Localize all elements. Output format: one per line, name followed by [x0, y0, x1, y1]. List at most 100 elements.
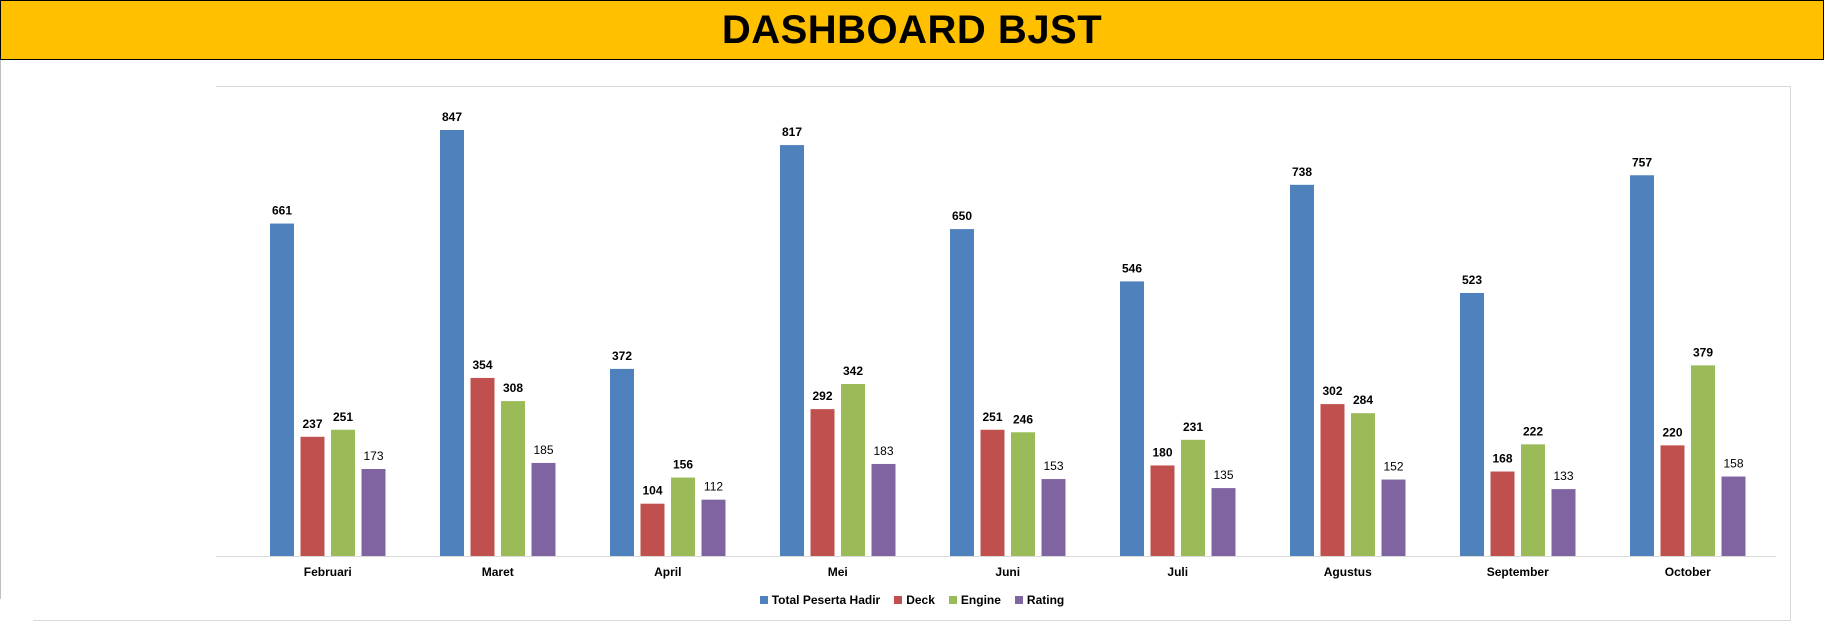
data-label: 251 — [333, 410, 353, 424]
data-label: 135 — [1213, 468, 1233, 482]
bar — [1381, 479, 1406, 556]
data-label: 354 — [472, 358, 492, 372]
bar — [1630, 175, 1654, 557]
legend-label: Deck — [906, 593, 935, 607]
x-tick-label: September — [1487, 565, 1549, 579]
data-label: 372 — [612, 349, 632, 363]
data-label: 231 — [1183, 420, 1203, 434]
data-label: 284 — [1353, 393, 1373, 407]
bar — [440, 130, 464, 556]
x-tick-label: Agustus — [1324, 565, 1372, 579]
chart-frame — [33, 86, 1791, 621]
bar — [780, 145, 804, 556]
bar — [1721, 476, 1746, 556]
data-label: 185 — [533, 443, 553, 457]
bar — [270, 223, 294, 556]
data-label: 158 — [1723, 457, 1743, 471]
data-label: 738 — [1292, 165, 1312, 179]
bar — [950, 229, 974, 556]
data-label: 251 — [982, 410, 1002, 424]
data-label: 302 — [1322, 384, 1342, 398]
x-tick-label: Maret — [482, 565, 514, 579]
bar — [1041, 479, 1066, 556]
bar — [1691, 365, 1715, 556]
data-label: 308 — [503, 381, 523, 395]
bar — [1011, 432, 1035, 556]
legend-item: Engine — [948, 593, 1001, 607]
bar — [1290, 184, 1314, 556]
bar — [1521, 444, 1545, 556]
bar — [841, 383, 865, 556]
data-label: 523 — [1462, 273, 1482, 287]
data-label: 237 — [302, 417, 322, 431]
bar — [1660, 445, 1685, 556]
x-tick-label: Juni — [995, 565, 1020, 579]
data-label: 112 — [704, 480, 723, 494]
x-tick-label: Februari — [304, 565, 352, 579]
data-label: 222 — [1523, 424, 1543, 438]
data-label: 342 — [843, 364, 863, 378]
bar — [701, 499, 726, 556]
bar — [980, 429, 1005, 556]
bar — [1551, 489, 1576, 556]
data-label: 246 — [1013, 412, 1033, 426]
bar-chart: 661 237 251 173 Februari 847 354 308 185 Maret 372… — [216, 110, 1776, 579]
data-label: 546 — [1122, 261, 1142, 275]
legend-label: Rating — [1026, 593, 1065, 607]
data-label: 133 — [1553, 469, 1573, 483]
bar — [361, 468, 386, 556]
bar — [640, 503, 665, 556]
bar — [531, 462, 556, 556]
x-tick-label: October — [1665, 565, 1711, 579]
data-label: 292 — [812, 389, 832, 403]
legend-item: Rating — [1014, 593, 1065, 607]
bar — [610, 368, 634, 556]
bar — [871, 463, 896, 556]
bar — [1460, 292, 1484, 556]
data-label: 180 — [1152, 445, 1172, 459]
legend-item: Deck — [894, 593, 935, 607]
bar — [1320, 404, 1345, 556]
data-label: 173 — [363, 449, 383, 463]
dashboard-header: DASHBOARD BJST — [0, 0, 1824, 60]
bar — [1181, 439, 1205, 556]
chart-legend: Total Peserta Hadir Deck Engine Rating — [0, 593, 1824, 607]
data-label: 183 — [873, 444, 893, 458]
x-tick-label: April — [654, 565, 681, 579]
bar — [300, 436, 325, 556]
data-label: 156 — [673, 458, 693, 472]
data-label: 847 — [442, 110, 462, 124]
x-tick-label: Mei — [828, 565, 848, 579]
data-label: 104 — [642, 484, 662, 498]
bar — [1490, 471, 1515, 556]
bar — [331, 429, 355, 556]
data-label: 757 — [1632, 155, 1652, 169]
legend-swatch — [1014, 596, 1023, 604]
bar — [501, 401, 525, 556]
legend-label: Total Peserta Hadir — [771, 593, 881, 607]
sheet-left-border — [0, 60, 1, 599]
legend-item: Total Peserta Hadir — [759, 593, 881, 607]
bar — [1120, 281, 1144, 556]
legend-swatch — [948, 596, 957, 604]
data-label: 817 — [782, 125, 802, 139]
legend-label: Engine — [960, 593, 1001, 607]
data-label: 152 — [1383, 460, 1403, 474]
bar — [671, 477, 695, 556]
bar — [470, 377, 495, 556]
data-label: 379 — [1693, 345, 1713, 359]
bar — [1351, 413, 1375, 556]
bar — [1211, 488, 1236, 556]
legend-swatch — [759, 596, 768, 604]
data-label: 650 — [952, 209, 972, 223]
bar — [1150, 465, 1175, 556]
x-tick-label: Juli — [1167, 565, 1188, 579]
data-label: 220 — [1662, 425, 1682, 439]
dashboard-title: DASHBOARD BJST — [721, 7, 1103, 52]
legend-swatch — [894, 596, 903, 604]
data-label: 661 — [272, 204, 292, 218]
data-label: 153 — [1043, 459, 1063, 473]
bar — [810, 409, 835, 556]
data-label: 168 — [1492, 452, 1512, 466]
chart-frame-top-border — [216, 86, 1791, 87]
